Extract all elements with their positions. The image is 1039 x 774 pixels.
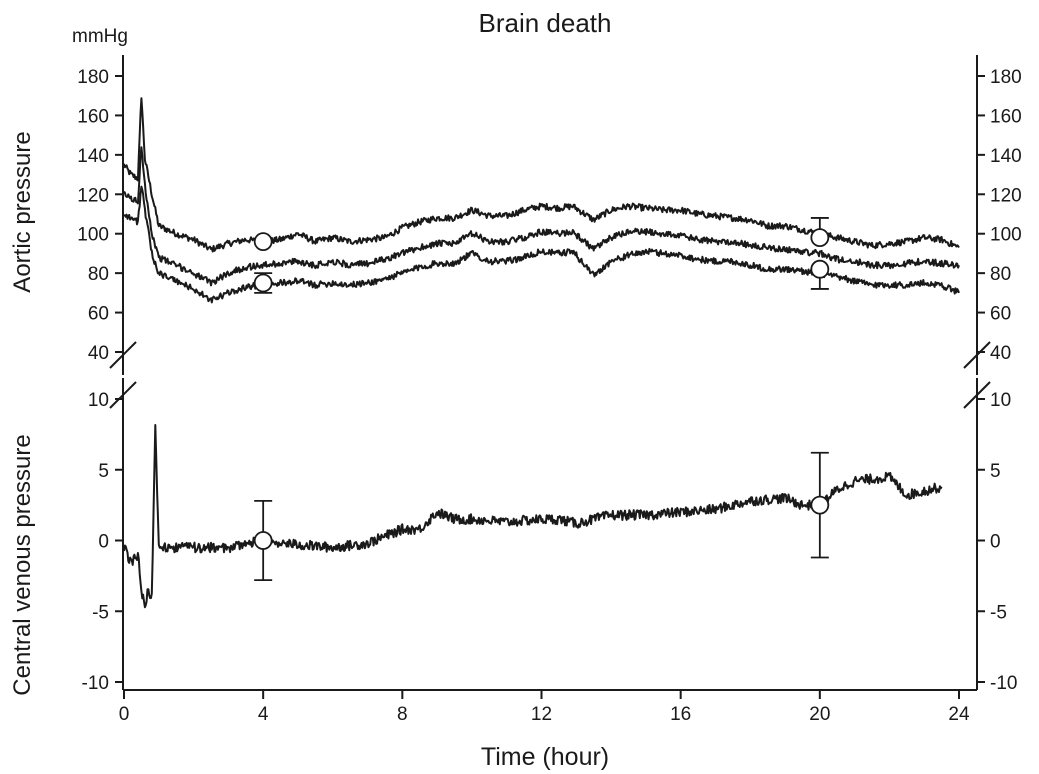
aortic-left-tick-label: 80: [88, 264, 109, 285]
cvp-left-tick-label: 0: [98, 532, 109, 553]
cvp-left-tick-label: 5: [98, 461, 109, 482]
aortic-left-tick-label: 160: [77, 106, 109, 127]
unit-label: mmHg: [72, 26, 128, 47]
right-axis-break-upper: [963, 341, 991, 369]
cvp-right-tick-label: 10: [990, 390, 1011, 411]
cvp-right-tick-label: -5: [990, 602, 1007, 623]
aortic-left-tick-label: 140: [77, 146, 109, 167]
cvp-left-tick-label: 10: [88, 390, 109, 411]
aortic-right-tick-label: 160: [990, 106, 1022, 127]
aortic-left-tick-label: 180: [77, 67, 109, 88]
aortic-y-axis-label: Aortic pressure: [9, 131, 36, 292]
x-tick-label: 12: [531, 704, 552, 725]
cvp-left-tick-label: -10: [82, 673, 109, 694]
aortic-marker: [253, 232, 273, 252]
x-tick-label: 20: [809, 704, 830, 725]
chart-title: Brain death: [479, 8, 612, 38]
aortic-series-line: [123, 146, 960, 287]
cvp-y-axis-label: Central venous pressure: [9, 434, 36, 695]
x-tick-label: 8: [397, 704, 408, 725]
aortic-right-tick-label: 100: [990, 225, 1022, 246]
aortic-marker: [810, 228, 830, 248]
aortic-right-tick-label: 80: [990, 264, 1011, 285]
aortic-right-tick-label: 60: [990, 304, 1011, 325]
right-axis-break-lower: [963, 381, 991, 409]
x-axis-label: Time (hour): [481, 743, 609, 771]
aortic-left-tick-label: 40: [88, 343, 109, 364]
x-tick-label: 4: [258, 704, 269, 725]
aortic-series-line: [123, 97, 960, 253]
cvp-left-tick-label: -5: [92, 602, 109, 623]
cvp-right-tick-label: 0: [990, 532, 1001, 553]
x-tick-label: 0: [119, 704, 130, 725]
cvp-marker: [253, 531, 273, 550]
x-tick-label: 16: [670, 704, 691, 725]
aortic-left-tick-label: 60: [88, 304, 109, 325]
aortic-right-tick-label: 180: [990, 67, 1022, 88]
aortic-right-tick-label: 120: [990, 185, 1022, 206]
aortic-left-tick-label: 100: [77, 225, 109, 246]
cvp-right-tick-label: 5: [990, 461, 1001, 482]
cvp-marker: [810, 495, 830, 515]
aortic-marker: [810, 259, 830, 279]
aortic-marker: [253, 273, 273, 293]
left-axis-break-upper: [109, 341, 137, 369]
aortic-right-tick-label: 40: [990, 343, 1011, 364]
x-tick-label: 24: [948, 704, 970, 725]
aortic-left-tick-label: 120: [77, 185, 109, 206]
aortic-right-tick-label: 140: [990, 146, 1022, 167]
cvp-right-tick-label: -10: [990, 673, 1017, 694]
left-axis-break-lower: [109, 381, 137, 409]
